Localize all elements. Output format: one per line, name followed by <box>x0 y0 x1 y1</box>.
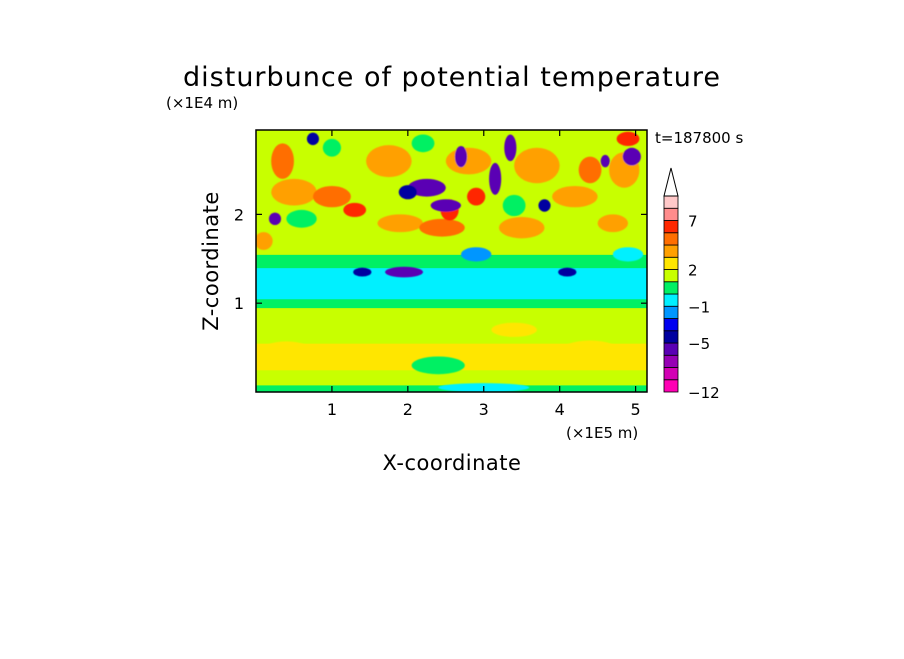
field-feature-8 <box>377 214 424 233</box>
x-axis-unit: (×1E5 m) <box>566 424 638 442</box>
x-tick-label-1: 2 <box>403 400 413 419</box>
x-axis-label: X-coordinate <box>383 451 522 475</box>
field-feature-7 <box>343 202 367 218</box>
field-feature-38 <box>411 134 435 153</box>
field-feature-5 <box>271 143 294 179</box>
colorbar-label-2: −1 <box>688 298 710 316</box>
field-feature-34 <box>306 132 320 146</box>
field-feature-0 <box>259 341 313 363</box>
y-axis-label: Z-coordinate <box>199 191 223 331</box>
field-band-5 <box>256 298 647 309</box>
field-feature-19 <box>256 232 273 250</box>
field-feature-36 <box>286 209 317 228</box>
field-feature-27 <box>268 212 282 226</box>
colorbar-segment-15 <box>663 195 679 209</box>
colorbar-label-3: 2 <box>688 262 698 280</box>
field-feature-18 <box>445 147 492 175</box>
field-feature-12 <box>514 147 560 184</box>
plot-area <box>256 130 647 392</box>
field-feature-30 <box>385 266 424 278</box>
y-axis-unit: (×1E4 m) <box>166 94 238 112</box>
colorbar-segment-3 <box>663 342 679 356</box>
field-feature-6 <box>312 185 351 208</box>
field-feature-23 <box>398 185 417 200</box>
colorbar-label-0: −12 <box>688 384 720 402</box>
colorbar-segment-10 <box>663 256 679 270</box>
field-feature-33 <box>538 199 551 212</box>
field-feature-16 <box>578 156 602 184</box>
colorbar-segment-12 <box>663 232 679 246</box>
colorbar-segment-6 <box>663 305 679 319</box>
colorbar-segment-9 <box>663 269 679 283</box>
field-feature-4 <box>271 178 317 206</box>
field-feature-14 <box>597 214 629 233</box>
field-band-1 <box>256 369 647 386</box>
colorbar-segment-11 <box>663 244 679 258</box>
colorbar-label-4: 7 <box>688 213 698 231</box>
y-tick-label-0: 1 <box>234 294 244 313</box>
field-feature-3 <box>491 322 537 337</box>
field-feature-29 <box>600 154 610 168</box>
colorbar-segment-13 <box>663 220 679 234</box>
field-feature-22 <box>430 199 461 212</box>
field-feature-17 <box>366 145 412 178</box>
field-feature-13 <box>552 185 598 208</box>
field-feature-21 <box>407 178 446 197</box>
chart-title: disturbunce of potential temperature <box>183 62 721 93</box>
colorbar-segment-8 <box>663 281 679 295</box>
field-feature-43 <box>616 131 640 146</box>
colorbar-segment-4 <box>663 330 679 344</box>
field-band-7 <box>256 254 647 269</box>
colorbar: −12−5−127 <box>663 167 720 402</box>
colorbar-segment-5 <box>663 318 679 332</box>
field-feature-2 <box>559 340 621 364</box>
field-feature-40 <box>322 138 342 157</box>
field-band-3 <box>256 325 647 344</box>
field-feature-1 <box>358 347 397 366</box>
colorbar-segment-7 <box>663 293 679 307</box>
colorbar-segment-1 <box>663 367 679 381</box>
field-feature-26 <box>454 145 468 168</box>
field-feature-11 <box>498 217 545 239</box>
field-feature-32 <box>558 267 577 277</box>
field-feature-42 <box>411 356 465 375</box>
x-tick-label-2: 3 <box>479 400 489 419</box>
field-feature-28 <box>622 147 641 166</box>
colorbar-extend-arrow <box>663 167 679 197</box>
colorbar-label-1: −5 <box>688 335 710 353</box>
time-label: t=187800 s <box>655 129 743 147</box>
colorbar-segment-2 <box>663 354 679 368</box>
x-tick-label-0: 1 <box>327 400 337 419</box>
x-tick-label-4: 5 <box>631 400 641 419</box>
field-feature-35 <box>460 247 492 262</box>
x-tick-label-3: 4 <box>555 400 565 419</box>
field-feature-39 <box>612 247 644 262</box>
colorbar-segment-14 <box>663 207 679 221</box>
field-feature-9 <box>419 218 465 237</box>
field-band-4 <box>256 307 647 326</box>
field-feature-37 <box>502 194 526 217</box>
field-band-6 <box>256 267 647 300</box>
field-feature-25 <box>504 134 517 162</box>
field-feature-20 <box>467 187 486 206</box>
field-feature-24 <box>489 162 502 195</box>
plot-frame <box>255 129 648 393</box>
y-tick-label-1: 2 <box>234 205 244 224</box>
colorbar-segment-0 <box>663 379 679 393</box>
field-feature-31 <box>353 267 372 277</box>
